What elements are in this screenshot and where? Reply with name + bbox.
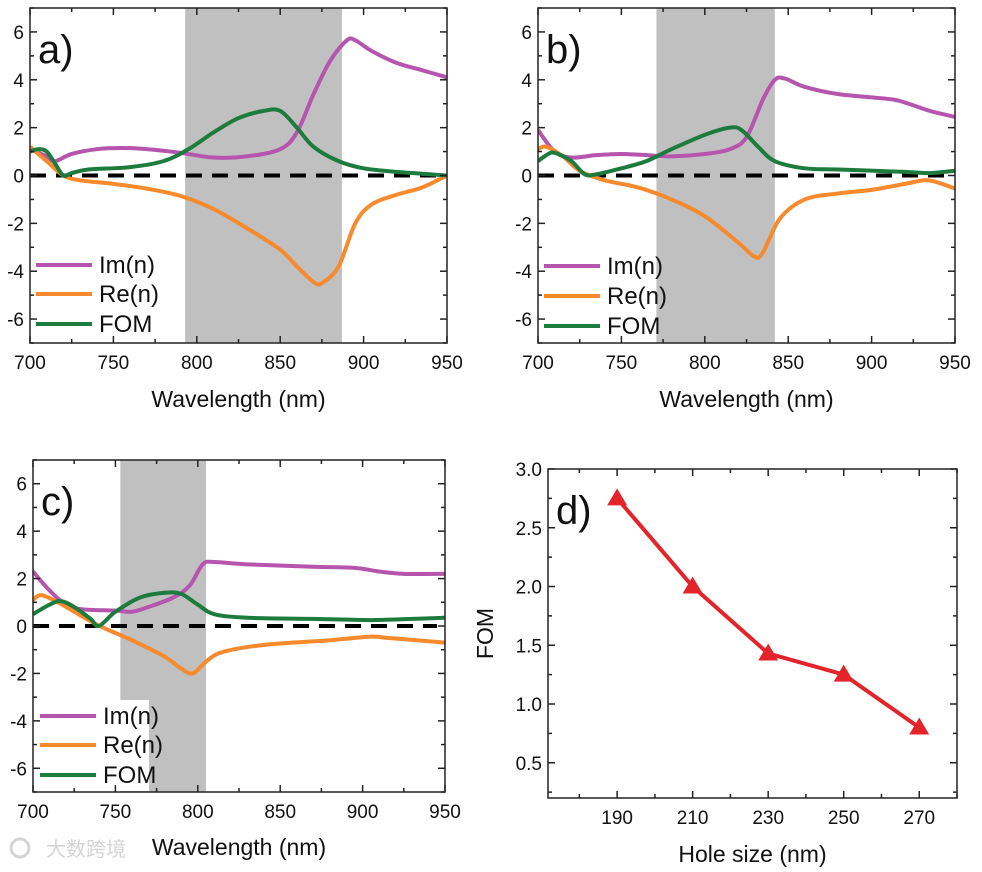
x-tick-label: 250 xyxy=(828,808,860,829)
shaded-band xyxy=(185,8,342,343)
y-tick-label: 2 xyxy=(521,119,532,140)
y-axis-title: FOM xyxy=(472,608,498,659)
x-tick-label: 700 xyxy=(17,802,49,823)
legend-label: Re(n) xyxy=(99,281,159,308)
x-tick-label: 700 xyxy=(522,353,554,374)
y-tick-label: 6 xyxy=(16,475,27,496)
y-tick-label: 0 xyxy=(16,617,27,638)
x-axis-title: Hole size (nm) xyxy=(678,841,826,867)
y-tick-label: -2 xyxy=(10,664,27,685)
y-tick-label: -2 xyxy=(515,214,532,235)
watermark-logo: 大数跨境 xyxy=(9,837,126,861)
x-tick-label: 850 xyxy=(772,353,804,374)
y-tick-label: 0 xyxy=(13,167,24,188)
y-tick-label: 6 xyxy=(13,23,24,44)
series-line-fom xyxy=(615,497,921,730)
x-tick-label: 190 xyxy=(601,808,633,829)
y-tick-label: -4 xyxy=(515,262,532,283)
data-point-marker xyxy=(833,664,854,682)
y-tick-label: 3.0 xyxy=(516,460,542,481)
x-tick-label: 950 xyxy=(431,353,463,374)
y-tick-label: -4 xyxy=(10,712,27,733)
panel-d: 190 210 230 250 270 0.5 1.0 1.5 2.0 2.5 3.0 Hole si… xyxy=(472,460,958,867)
y-tick-label: -6 xyxy=(7,310,24,331)
legend-label: Im(n) xyxy=(99,252,155,279)
x-tick-label: 800 xyxy=(181,353,213,374)
series-line-ren xyxy=(33,593,445,676)
watermark-text: 大数跨境 xyxy=(46,838,126,861)
y-tick-label: -6 xyxy=(10,759,27,780)
x-tick-label: 700 xyxy=(14,353,46,374)
y-tick-label: -6 xyxy=(515,310,532,331)
y-tick-label: 2.0 xyxy=(516,578,542,599)
data-point-marker xyxy=(682,576,703,594)
x-tick-label: 900 xyxy=(347,802,379,823)
x-axis-title: Wavelength (nm) xyxy=(151,386,325,412)
legend-label: Im(n) xyxy=(103,703,159,730)
x-tick-label: 210 xyxy=(677,808,709,829)
y-tick-label: 0.5 xyxy=(516,754,542,775)
legend-label: Im(n) xyxy=(607,253,663,280)
legend-label: Re(n) xyxy=(607,283,667,310)
x-tick-label: 900 xyxy=(348,353,380,374)
panel-a: Im(n)Re(n) FOM 700 750 800 850 900 950 -6 -4 -2 0 2 4… xyxy=(7,7,463,412)
y-tick-label: 4 xyxy=(16,522,27,543)
axes-frame xyxy=(547,468,958,799)
y-tick-label: 2 xyxy=(16,570,27,591)
y-tick-label: 4 xyxy=(13,71,24,92)
x-tick-label: 950 xyxy=(939,353,971,374)
legend-label: FOM xyxy=(607,313,660,340)
legend-label: FOM xyxy=(99,311,152,338)
y-tick-label: -4 xyxy=(7,262,24,283)
y-tick-label: 2 xyxy=(13,119,24,140)
panel-label: c) xyxy=(41,480,74,524)
series-line-ren xyxy=(30,145,447,287)
x-tick-label: 270 xyxy=(903,808,935,829)
watermark-logo-icon xyxy=(9,837,31,859)
x-axis-title: Wavelength (nm) xyxy=(152,834,326,860)
panel-label: b) xyxy=(546,28,582,72)
x-tick-label: 750 xyxy=(606,353,638,374)
x-tick-label: 750 xyxy=(98,353,130,374)
x-tick-label: 800 xyxy=(689,353,721,374)
y-tick-label: 2.5 xyxy=(516,519,542,540)
data-point-marker xyxy=(758,643,779,661)
y-tick-label: 1.5 xyxy=(516,636,542,657)
x-tick-label: 800 xyxy=(182,802,214,823)
y-tick-label: 0 xyxy=(521,167,532,188)
series-line-fom xyxy=(33,590,445,629)
panel-label: d) xyxy=(556,489,592,533)
legend-label: FOM xyxy=(103,762,156,789)
panel-b: Im(n) Re(n) FOM 700 750 800 850 900 950 -6 -4 -2 0 2 4… xyxy=(515,7,971,412)
y-tick-label: -2 xyxy=(7,214,24,235)
x-tick-label: 750 xyxy=(100,802,132,823)
x-tick-label: 230 xyxy=(752,808,784,829)
panel-c: Im(n)Re(n) FOM 700 750 800 850 900 950 -6 -4 -2 0 2 4… xyxy=(10,459,461,860)
x-tick-label: 850 xyxy=(264,353,296,374)
data-point-marker xyxy=(909,717,930,735)
panel-label: a) xyxy=(38,28,74,72)
y-tick-label: 1.0 xyxy=(516,695,542,716)
y-tick-label: 4 xyxy=(521,71,532,92)
legend-label: Re(n) xyxy=(103,732,163,759)
x-tick-label: 950 xyxy=(429,802,461,823)
x-axis-title: Wavelength (nm) xyxy=(659,386,833,412)
data-point-marker xyxy=(607,488,628,506)
series-line-fom xyxy=(538,125,955,178)
series-line-fom xyxy=(30,107,447,178)
series-line-imn xyxy=(30,36,447,164)
x-tick-label: 850 xyxy=(264,802,296,823)
y-tick-label: 6 xyxy=(521,23,532,44)
series-line-imn xyxy=(33,559,445,614)
x-tick-label: 900 xyxy=(856,353,888,374)
